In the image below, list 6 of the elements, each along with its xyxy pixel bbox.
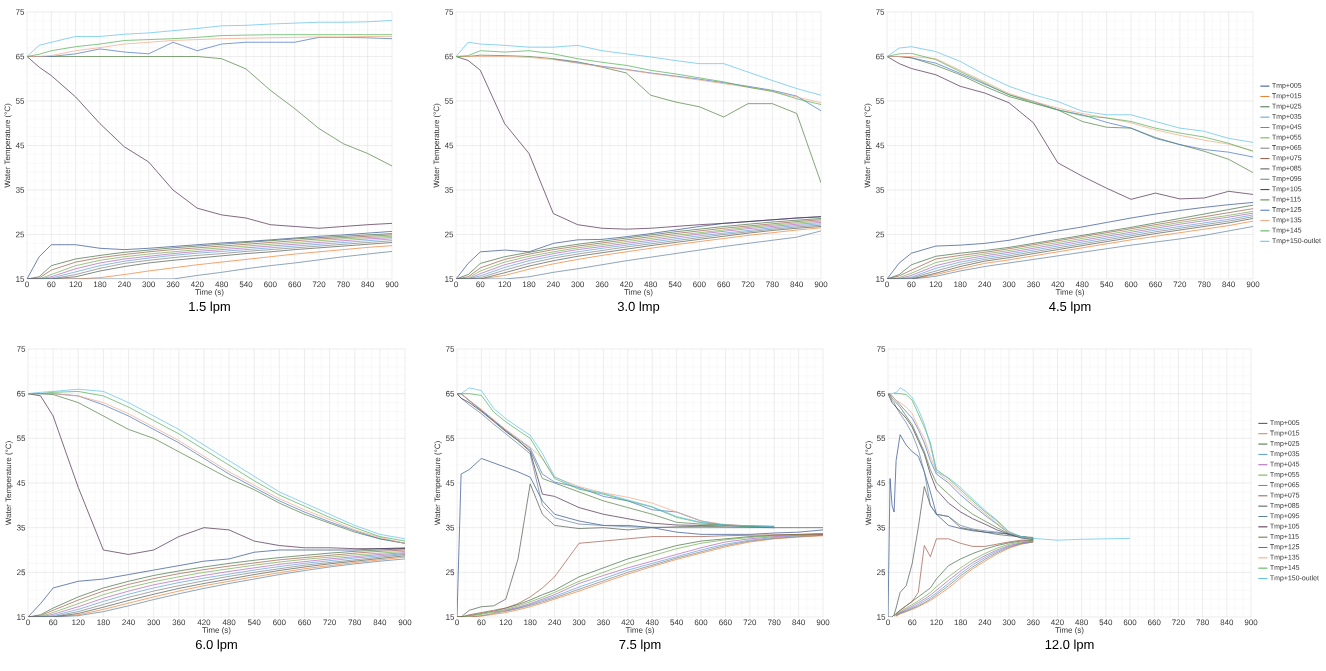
text: 4.5 lpm bbox=[1049, 301, 1091, 314]
text: 12.0 lpm bbox=[1045, 639, 1094, 652]
text: 3.0 lmp bbox=[617, 301, 660, 314]
text: 1.5 lpm bbox=[189, 301, 230, 314]
text: 7.5 lpm bbox=[619, 639, 661, 652]
text: 6.0 lpm bbox=[195, 639, 237, 652]
